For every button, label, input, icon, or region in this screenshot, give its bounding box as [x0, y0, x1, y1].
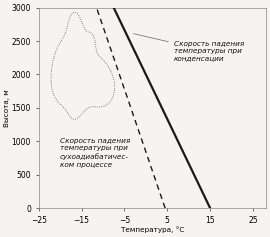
Text: Скорость падения
температуры при
конденсации: Скорость падения температуры при конденс… [134, 34, 244, 61]
Y-axis label: Высота, м: Высота, м [4, 89, 10, 127]
X-axis label: Температура, °C: Температура, °C [121, 226, 184, 233]
Text: Скорость падения
температуры при
сухоадиабатичес-
ком процессе: Скорость падения температуры при сухоади… [60, 138, 130, 168]
